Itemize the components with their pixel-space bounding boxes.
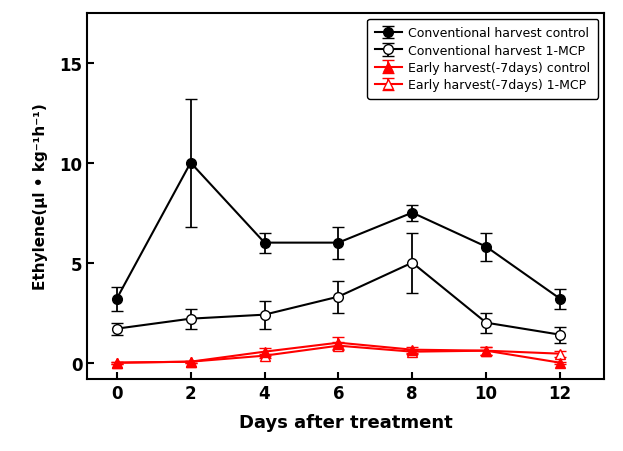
Y-axis label: Ethylene(μl • kg⁻¹h⁻¹): Ethylene(μl • kg⁻¹h⁻¹) <box>33 103 48 290</box>
Legend: Conventional harvest control, Conventional harvest 1-MCP, Early harvest(-7days) : Conventional harvest control, Convention… <box>367 20 598 100</box>
X-axis label: Days after treatment: Days after treatment <box>239 413 453 431</box>
